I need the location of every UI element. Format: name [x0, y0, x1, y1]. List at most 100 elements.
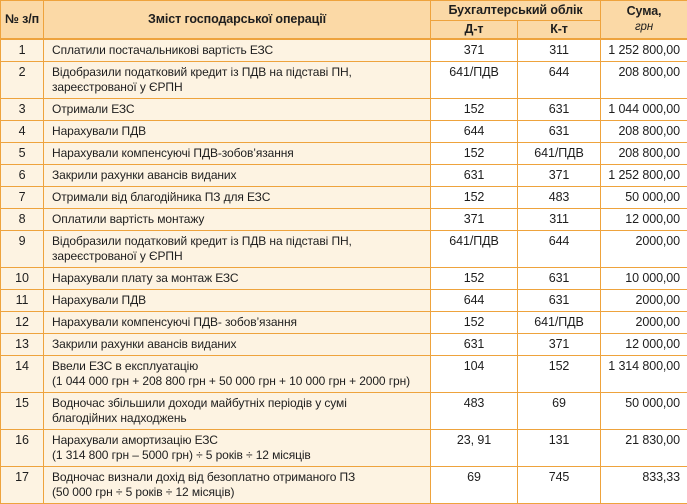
header-col-number: № з/п	[1, 1, 44, 40]
row-description: Оплатили вартість монтажу	[44, 209, 431, 231]
row-debit: 371	[431, 209, 518, 231]
table-row: 1 Сплатили постачальникові вартість ЕЗС …	[1, 39, 687, 62]
row-number: 2	[1, 62, 44, 99]
row-debit: 152	[431, 268, 518, 290]
row-debit: 23, 91	[431, 430, 518, 467]
row-number: 7	[1, 187, 44, 209]
row-amount: 2000,00	[601, 231, 687, 268]
table-row: 13 Закрили рахунки авансів виданих 631 3…	[1, 334, 687, 356]
table-body: 1 Сплатили постачальникові вартість ЕЗС …	[1, 39, 687, 504]
row-debit: 641/ПДВ	[431, 231, 518, 268]
row-credit: 483	[518, 187, 601, 209]
row-amount: 2000,00	[601, 290, 687, 312]
row-amount: 2000,00	[601, 312, 687, 334]
row-description: Нарахували компенсуючі ПДВ- зобов’язання	[44, 312, 431, 334]
table-row: 2 Відобразили податковий кредит із ПДВ н…	[1, 62, 687, 99]
row-credit: 311	[518, 209, 601, 231]
sum-unit-label: грн	[635, 21, 653, 33]
row-number: 14	[1, 356, 44, 393]
row-credit: 371	[518, 165, 601, 187]
row-number: 1	[1, 39, 44, 62]
row-debit: 104	[431, 356, 518, 393]
row-credit: 641/ПДВ	[518, 143, 601, 165]
row-amount: 208 800,00	[601, 143, 687, 165]
row-amount: 208 800,00	[601, 121, 687, 143]
table-row: 8 Оплатили вартість монтажу 371 311 12 0…	[1, 209, 687, 231]
row-credit: 371	[518, 334, 601, 356]
row-number: 5	[1, 143, 44, 165]
row-credit: 152	[518, 356, 601, 393]
row-amount: 208 800,00	[601, 62, 687, 99]
row-number: 16	[1, 430, 44, 467]
table-row: 4 Нарахували ПДВ 644 631 208 800,00	[1, 121, 687, 143]
row-debit: 644	[431, 121, 518, 143]
row-credit: 311	[518, 39, 601, 62]
row-number: 8	[1, 209, 44, 231]
row-credit: 631	[518, 290, 601, 312]
row-number: 9	[1, 231, 44, 268]
row-amount: 833,33	[601, 467, 687, 504]
table-header: № з/п Зміст господарської операції Бухга…	[1, 1, 687, 40]
header-col-description: Зміст господарської операції	[44, 1, 431, 40]
row-number: 15	[1, 393, 44, 430]
table-row: 11 Нарахували ПДВ 644 631 2000,00	[1, 290, 687, 312]
header-col-credit: К-т	[518, 21, 601, 40]
row-number: 17	[1, 467, 44, 504]
row-description: Отримали ЕЗС	[44, 99, 431, 121]
row-description: Отримали від благодійника ПЗ для ЕЗС	[44, 187, 431, 209]
header-col-sum: Сума, грн	[601, 1, 687, 40]
row-amount: 1 314 800,00	[601, 356, 687, 393]
row-amount: 50 000,00	[601, 393, 687, 430]
row-description: Сплатили постачальникові вартість ЕЗС	[44, 39, 431, 62]
table-row: 10 Нарахували плату за монтаж ЕЗС 152 63…	[1, 268, 687, 290]
row-description: Відобразили податковий кредит із ПДВ на …	[44, 231, 431, 268]
row-amount: 21 830,00	[601, 430, 687, 467]
row-description: Закрили рахунки авансів виданих	[44, 165, 431, 187]
row-debit: 69	[431, 467, 518, 504]
row-description: Нарахували ПДВ	[44, 121, 431, 143]
row-credit: 631	[518, 99, 601, 121]
row-amount: 10 000,00	[601, 268, 687, 290]
row-description: Водночас визнали дохід від безоплатно от…	[44, 467, 431, 504]
row-description: Нарахували амортизацію ЕЗС (1 314 800 гр…	[44, 430, 431, 467]
row-number: 10	[1, 268, 44, 290]
row-description: Нарахували плату за монтаж ЕЗС	[44, 268, 431, 290]
row-credit: 69	[518, 393, 601, 430]
row-number: 12	[1, 312, 44, 334]
row-debit: 152	[431, 187, 518, 209]
row-debit: 641/ПДВ	[431, 62, 518, 99]
table-row: 7 Отримали від благодійника ПЗ для ЕЗС 1…	[1, 187, 687, 209]
row-description: Нарахували ПДВ	[44, 290, 431, 312]
row-credit: 745	[518, 467, 601, 504]
row-debit: 152	[431, 99, 518, 121]
row-description: Ввели ЕЗС в експлуатацію (1 044 000 грн …	[44, 356, 431, 393]
table-row: 9 Відобразили податковий кредит із ПДВ н…	[1, 231, 687, 268]
row-credit: 631	[518, 268, 601, 290]
row-debit: 483	[431, 393, 518, 430]
row-number: 11	[1, 290, 44, 312]
row-amount: 1 252 800,00	[601, 165, 687, 187]
row-description: Нарахували компенсуючі ПДВ-зобов’язання	[44, 143, 431, 165]
row-number: 13	[1, 334, 44, 356]
table-row: 6 Закрили рахунки авансів виданих 631 37…	[1, 165, 687, 187]
row-description: Відобразили податковий кредит із ПДВ на …	[44, 62, 431, 99]
header-col-debit: Д-т	[431, 21, 518, 40]
table-row: 5 Нарахували компенсуючі ПДВ-зобов’язанн…	[1, 143, 687, 165]
row-debit: 631	[431, 334, 518, 356]
sum-label: Сума,	[627, 4, 662, 18]
row-number: 4	[1, 121, 44, 143]
row-amount: 1 252 800,00	[601, 39, 687, 62]
row-debit: 644	[431, 290, 518, 312]
row-debit: 152	[431, 312, 518, 334]
row-amount: 12 000,00	[601, 209, 687, 231]
row-debit: 371	[431, 39, 518, 62]
table-row: 16 Нарахували амортизацію ЕЗС (1 314 800…	[1, 430, 687, 467]
row-amount: 50 000,00	[601, 187, 687, 209]
row-credit: 131	[518, 430, 601, 467]
row-number: 6	[1, 165, 44, 187]
row-credit: 644	[518, 231, 601, 268]
row-credit: 644	[518, 62, 601, 99]
table-row: 14 Ввели ЕЗС в експлуатацію (1 044 000 г…	[1, 356, 687, 393]
row-debit: 152	[431, 143, 518, 165]
row-credit: 641/ПДВ	[518, 312, 601, 334]
